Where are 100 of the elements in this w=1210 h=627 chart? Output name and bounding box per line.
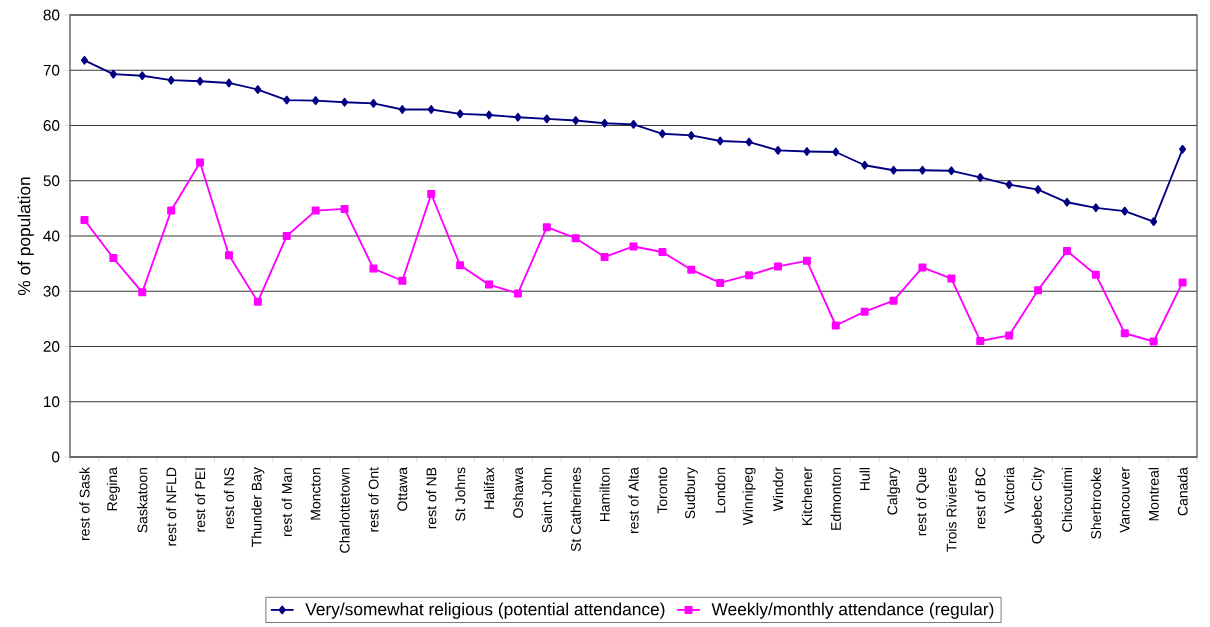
x-tick-label: Victoria — [1004, 467, 1015, 514]
point — [745, 271, 754, 280]
legend-label: Weekly/monthly attendance (regular) — [711, 602, 994, 619]
point — [1121, 206, 1129, 216]
x-tick-label: Thunder Bay — [251, 467, 265, 547]
point — [860, 307, 869, 316]
point — [1034, 286, 1043, 295]
x-tick-label: Ottawa — [397, 467, 408, 511]
point — [542, 223, 551, 232]
point — [716, 278, 725, 287]
point — [340, 97, 349, 107]
point — [456, 109, 464, 119]
point — [485, 280, 494, 289]
point — [398, 276, 407, 285]
x-tick-label: Winnipeg — [742, 467, 756, 526]
point — [1149, 337, 1158, 346]
point — [947, 166, 955, 176]
x-tick-label: Edmonton — [830, 467, 841, 530]
x-tick-label: Charlottetown — [339, 467, 350, 553]
point — [571, 234, 580, 243]
point — [658, 248, 667, 257]
x-tick-label: London — [715, 467, 726, 513]
point — [369, 98, 377, 108]
point — [629, 242, 638, 251]
point — [1091, 270, 1100, 279]
x-tick-label: Kitchener — [801, 467, 813, 526]
point — [745, 137, 753, 147]
point — [1034, 185, 1042, 194]
point — [1179, 144, 1187, 154]
point — [513, 289, 522, 298]
point — [889, 296, 898, 305]
point — [629, 119, 638, 129]
point — [803, 147, 811, 156]
point — [687, 265, 696, 274]
point — [311, 206, 320, 215]
point — [485, 110, 493, 120]
x-tick-label: rest of NS — [223, 467, 235, 529]
point — [427, 105, 435, 114]
point — [196, 158, 205, 167]
x-tick-label: Halifax — [483, 467, 495, 509]
point — [224, 251, 233, 260]
point — [601, 118, 609, 128]
point — [543, 114, 551, 124]
x-tick-label: Vancouver — [1119, 467, 1130, 533]
point — [832, 147, 840, 157]
point — [773, 262, 782, 271]
point — [976, 173, 984, 182]
x-tick-label: Saskatoon — [137, 467, 148, 533]
point — [831, 321, 840, 330]
y-tick-label: 70 — [43, 64, 60, 76]
x-tick-label: Hamilton — [599, 467, 610, 522]
point — [109, 254, 118, 263]
y-tick-label: 50 — [43, 175, 60, 187]
point — [340, 204, 349, 213]
x-tick-label: rest of Alta — [628, 467, 639, 534]
point — [1178, 278, 1187, 287]
point — [1092, 203, 1100, 213]
x-tick-label: St Johns — [454, 467, 466, 521]
y-tick-label: 30 — [43, 285, 60, 297]
point — [167, 75, 175, 85]
x-tick-label: rest of Sask — [79, 467, 90, 541]
point — [282, 231, 291, 240]
point — [774, 145, 782, 155]
point — [947, 274, 956, 283]
x-tick-label: Quebec City — [1031, 467, 1045, 544]
point — [572, 116, 580, 125]
point — [861, 160, 869, 170]
point — [1005, 180, 1013, 190]
y-tick-label: 80 — [43, 9, 60, 21]
y-tick-label: 20 — [43, 341, 60, 352]
x-tick-label: Trois Rivieres — [946, 467, 957, 552]
x-tick-label: Regina — [106, 467, 120, 511]
point — [1063, 197, 1071, 207]
y-axis-title: % of population — [17, 177, 34, 296]
y-tick-label: 10 — [44, 396, 60, 408]
x-tick-label: Windor — [772, 467, 784, 512]
point — [1150, 217, 1158, 227]
x-tick-label: Hull — [859, 467, 870, 490]
point — [716, 136, 724, 146]
x-tick-label: rest of BC — [975, 467, 986, 529]
point — [254, 85, 262, 94]
point — [456, 261, 465, 270]
point — [80, 55, 88, 65]
point — [138, 71, 146, 81]
x-tick-label: Sherbrooke — [1090, 467, 1102, 539]
point — [427, 189, 436, 199]
point — [890, 165, 898, 175]
point — [1005, 331, 1014, 340]
x-tick-label: Canada — [1177, 467, 1188, 516]
point — [225, 78, 233, 88]
x-tick-label: Moncton — [310, 467, 321, 520]
point — [196, 76, 204, 86]
point — [687, 131, 695, 140]
point — [1062, 246, 1071, 255]
x-tick-label: Montreal — [1148, 467, 1159, 521]
y-tick-label: 0 — [52, 451, 60, 463]
point — [918, 165, 927, 175]
x-tick-label: Sudbury — [684, 467, 698, 519]
point — [514, 112, 522, 122]
point — [138, 288, 147, 297]
